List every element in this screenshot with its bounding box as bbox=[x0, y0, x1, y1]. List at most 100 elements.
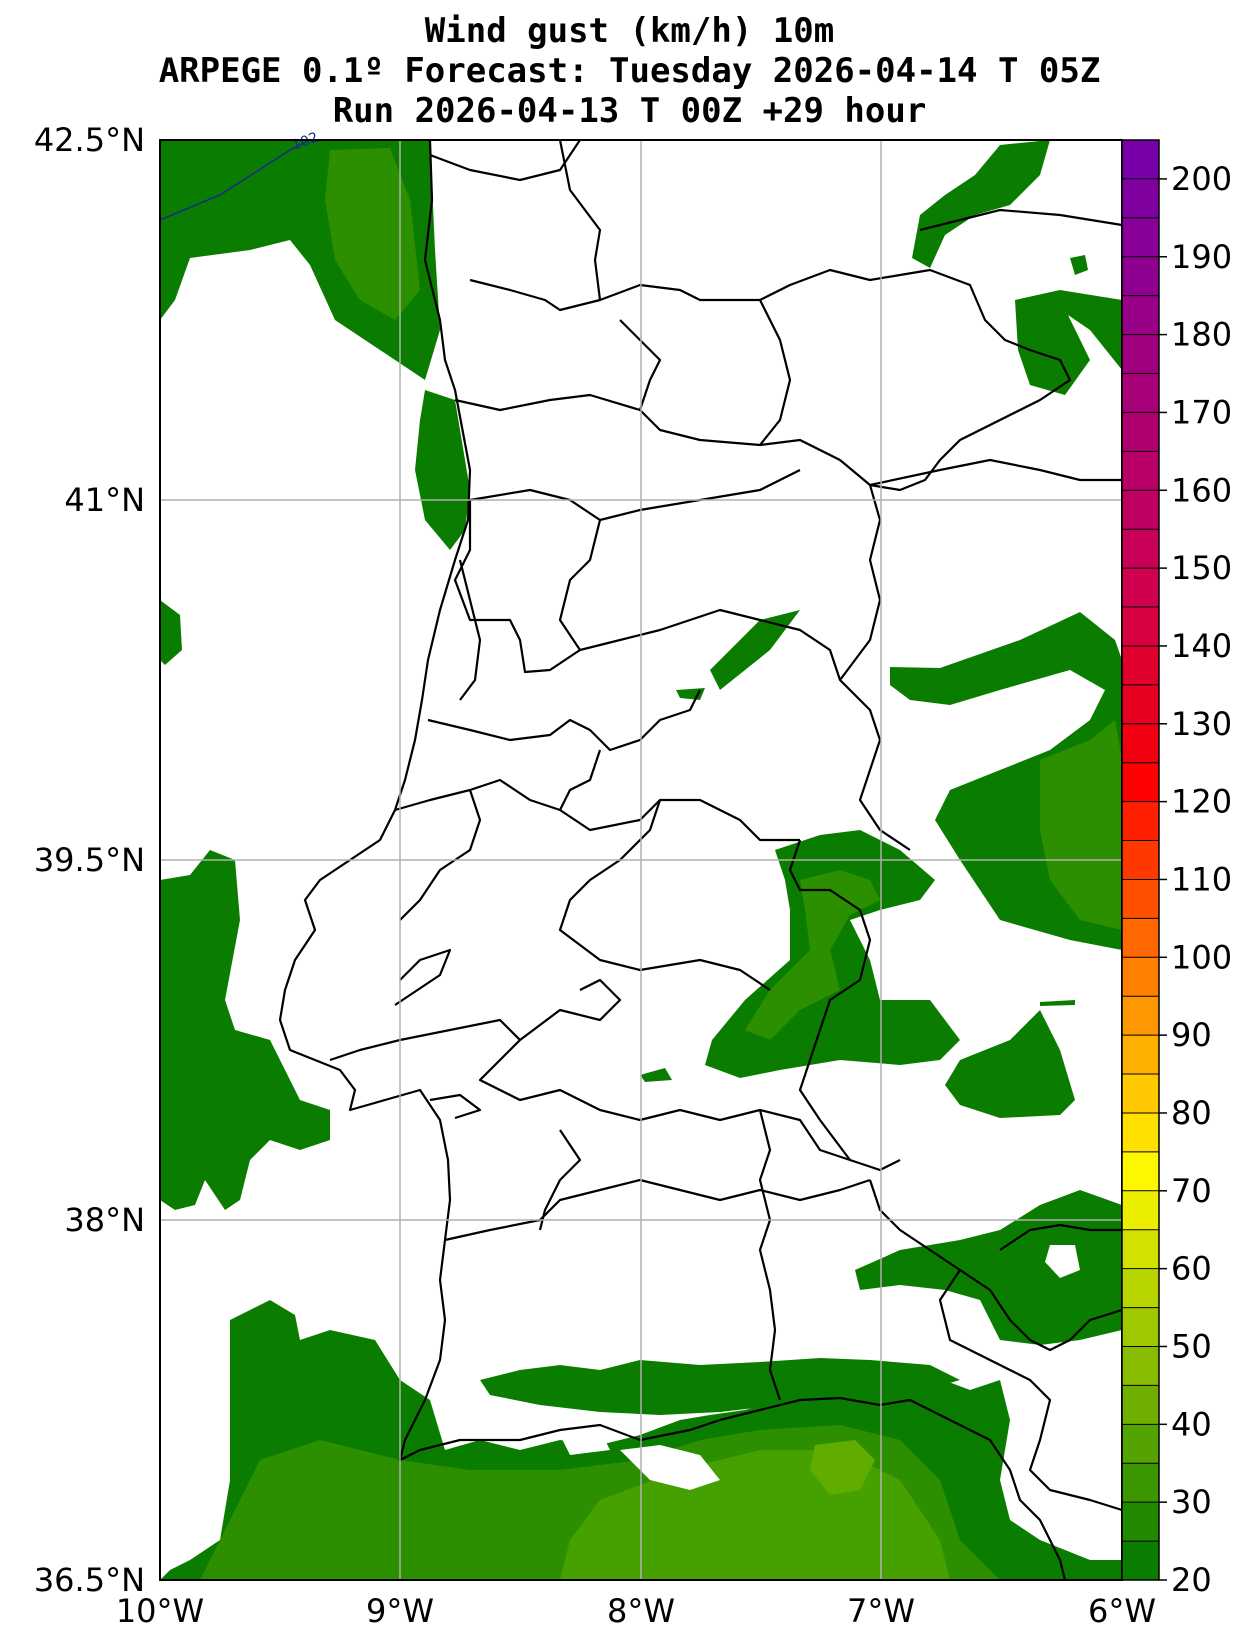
colorbar-tick-label: 190 bbox=[1171, 238, 1232, 276]
gust-area-ne bbox=[912, 140, 1050, 268]
colorbar-segment bbox=[1122, 373, 1159, 413]
colorbar-segment bbox=[1122, 840, 1159, 880]
border-inner-7 bbox=[579, 608, 842, 681]
gust-area-east-small bbox=[1040, 1000, 1075, 1006]
border-inner-12 bbox=[558, 799, 771, 991]
border-south-east bbox=[758, 1109, 782, 1401]
isobar-line bbox=[159, 139, 311, 221]
colorbar-segment bbox=[1122, 957, 1159, 997]
gust-area-dot-south bbox=[640, 1068, 672, 1082]
colorbar-segment bbox=[1122, 1502, 1159, 1542]
colorbar-tick-label: 140 bbox=[1171, 627, 1232, 665]
gust-area-coast-north bbox=[415, 390, 470, 550]
gust-area-se bbox=[855, 1190, 1122, 1345]
lat-axis: 42.5°N 41°N 39.5°N 38°N 36.5°N bbox=[34, 121, 145, 1599]
border-inner-9 bbox=[558, 749, 800, 842]
colorbar-segment bbox=[1122, 918, 1159, 958]
border-north-east-2 bbox=[869, 458, 1122, 487]
colorbar-segment bbox=[1122, 1307, 1159, 1347]
map-gridlines bbox=[160, 140, 1122, 1580]
colorbar-tick-label: 180 bbox=[1171, 316, 1232, 354]
lat-label: 38°N bbox=[64, 1201, 145, 1239]
estuary-sado bbox=[429, 1093, 482, 1120]
border-portugal-spain bbox=[788, 839, 872, 1161]
colorbar-segment bbox=[1122, 1190, 1159, 1231]
colorbar-tick-label: 40 bbox=[1171, 1405, 1212, 1443]
colorbar-tick-label: 150 bbox=[1171, 549, 1232, 587]
colorbar-segment bbox=[1122, 1035, 1159, 1075]
colorbar-segment bbox=[1122, 723, 1159, 764]
colorbar-tick-label: 120 bbox=[1171, 783, 1232, 821]
colorbar-segment bbox=[1122, 762, 1159, 803]
gust-area-sw-coast bbox=[160, 850, 330, 1210]
colorbar-tick-label: 90 bbox=[1171, 1016, 1212, 1054]
border-inner-10 bbox=[394, 778, 561, 812]
lon-label: 9°W bbox=[366, 1592, 434, 1630]
lon-label: 6°W bbox=[1088, 1592, 1156, 1630]
colorbar-segment bbox=[1122, 451, 1159, 491]
colorbar-segment bbox=[1122, 1229, 1159, 1270]
colorbar-segment bbox=[1122, 490, 1159, 530]
lon-axis: 10°W 9°W 8°W 7°W 6°W bbox=[116, 1592, 1156, 1630]
border-inner-13 bbox=[329, 1018, 901, 1172]
colorbar-segment bbox=[1122, 1385, 1159, 1425]
colorbar-segment bbox=[1122, 1112, 1159, 1153]
map-title-line2: ARPEGE 0.1º Forecast: Tuesday 2026-04-14… bbox=[158, 51, 1101, 91]
estuary-aveiro bbox=[458, 559, 482, 701]
gust-area-ne-2 bbox=[1015, 290, 1122, 395]
lon-label: 7°W bbox=[847, 1592, 915, 1630]
gust-area-west-edge bbox=[160, 600, 182, 665]
colorbar-segment bbox=[1122, 1541, 1159, 1581]
border-north bbox=[429, 139, 581, 182]
border-inner-5 bbox=[453, 488, 602, 674]
colorbar-tick-label: 70 bbox=[1171, 1172, 1212, 1210]
colorbar-tick-label: 50 bbox=[1171, 1327, 1212, 1365]
colorbar-segment bbox=[1122, 1424, 1159, 1464]
border-inner-8 bbox=[427, 689, 701, 752]
coastline-west bbox=[278, 139, 1067, 1581]
colorbar-tick-label: 30 bbox=[1171, 1483, 1212, 1521]
colorbar-segment bbox=[1122, 568, 1159, 608]
lat-label: 39.5°N bbox=[34, 841, 145, 879]
gust-area-guadiana bbox=[705, 830, 960, 1078]
colorbar-segment bbox=[1122, 996, 1159, 1036]
border-inner-6 bbox=[599, 469, 801, 522]
gust-area-south-land-strip bbox=[480, 1358, 960, 1415]
border-inner-4 bbox=[759, 299, 792, 446]
border-north-east bbox=[919, 208, 1123, 232]
colorbar-tick-label: 160 bbox=[1171, 471, 1232, 509]
colorbar-tick-label: 170 bbox=[1171, 393, 1232, 431]
colorbar-segment bbox=[1122, 295, 1159, 336]
border-east-6w bbox=[999, 1223, 1122, 1251]
colorbar-segment bbox=[1122, 529, 1159, 569]
border-spain-north bbox=[558, 139, 1072, 492]
lat-label: 42.5°N bbox=[34, 121, 145, 159]
gust-area-guadiana-inner bbox=[745, 870, 880, 1040]
border-guadiana bbox=[868, 1179, 1123, 1352]
colorbar-segment bbox=[1122, 256, 1159, 297]
colorbar-segment bbox=[1122, 217, 1159, 258]
gust-area-se-hole bbox=[1045, 1245, 1080, 1278]
colorbar-tick-label: 130 bbox=[1171, 705, 1232, 743]
colorbar-segment bbox=[1122, 607, 1159, 647]
gust-area-central-dot bbox=[676, 688, 705, 700]
border-inner-14 bbox=[519, 978, 622, 1041]
colorbar-segment bbox=[1122, 1346, 1159, 1386]
border-inner-2 bbox=[454, 393, 911, 851]
colorbar-segment bbox=[1122, 645, 1159, 686]
colorbar-segment bbox=[1122, 684, 1159, 725]
lon-label: 8°W bbox=[607, 1592, 675, 1630]
colorbar-labels: 20 30 40 50 60 70 80 90 100 110 120 130 140 150 160 170… bbox=[1159, 160, 1232, 1599]
border-inner-16 bbox=[538, 1129, 582, 1231]
lat-label: 36.5°N bbox=[34, 1561, 145, 1599]
colorbar-segment bbox=[1122, 1463, 1159, 1503]
colorbar-segment bbox=[1122, 879, 1159, 919]
colorbar-tick-label: 20 bbox=[1171, 1561, 1212, 1599]
colorbar-tick-label: 60 bbox=[1171, 1250, 1212, 1288]
colorbar-segment bbox=[1122, 1074, 1159, 1114]
gust-area-central-streak bbox=[710, 610, 800, 690]
lat-label: 41°N bbox=[64, 481, 145, 519]
estuary-tagus bbox=[394, 948, 452, 1006]
colorbar-segments bbox=[1122, 140, 1159, 1581]
